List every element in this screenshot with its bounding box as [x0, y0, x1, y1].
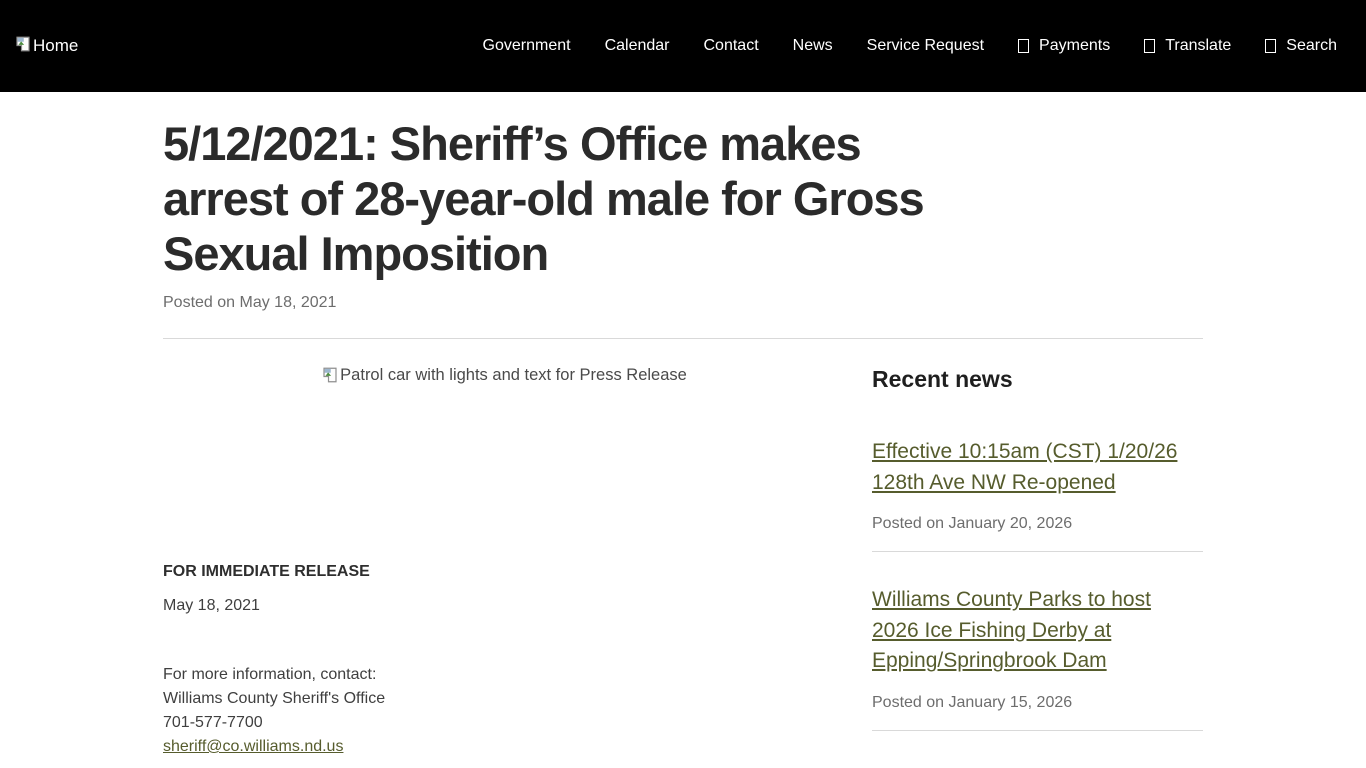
press-release-image-container: Patrol car with lights and text for Pres…: [163, 366, 845, 563]
nav-item-translate[interactable]: Translate: [1144, 37, 1231, 55]
broken-image-icon: [14, 35, 32, 58]
sidebar-divider: [872, 551, 1203, 552]
nav-item-contact[interactable]: Contact: [704, 37, 759, 55]
nav-item-news[interactable]: News: [793, 37, 833, 55]
nav-item-search[interactable]: Search: [1265, 37, 1337, 55]
nav-item-label: Translate: [1165, 37, 1232, 54]
top-nav-bar: Home Government Calendar Contact News Se…: [0, 0, 1366, 92]
news-list-item: Effective 10:15am (CST) 1/20/26 128th Av…: [872, 437, 1203, 552]
nav-item-label: Calendar: [604, 37, 670, 54]
payments-icon: [1018, 39, 1030, 53]
search-icon: [1265, 39, 1277, 53]
page-title: 5/12/2021: Sheriff’s Office makes arrest…: [163, 116, 1203, 281]
nav-item-calendar[interactable]: Calendar: [605, 37, 670, 55]
news-item-posted-date: Posted on January 20, 2026: [872, 515, 1073, 532]
news-item-link[interactable]: Effective 10:15am (CST) 1/20/26 128th Av…: [872, 440, 1178, 494]
nav-item-label: Search: [1286, 37, 1337, 54]
contact-phone: 701-577-7700: [163, 714, 263, 731]
recent-news-sidebar: Recent news Effective 10:15am (CST) 1/20…: [872, 339, 1203, 759]
contact-email-link[interactable]: sheriff@co.williams.nd.us: [163, 738, 344, 755]
release-label: FOR IMMEDIATE RELEASE: [163, 563, 370, 580]
header-divider: [163, 338, 1203, 339]
page-title-line: arrest of 28-year-old male for Gross: [163, 172, 925, 225]
contact-info: For more information, contact: Williams …: [163, 663, 845, 759]
translate-icon: [1144, 39, 1156, 53]
sidebar-heading: Recent news: [872, 366, 1013, 392]
page-title-line: Sexual Imposition: [163, 227, 549, 280]
nav-item-label: Payments: [1039, 37, 1111, 54]
broken-image-icon: [321, 366, 340, 389]
news-item-posted-date: Posted on January 15, 2026: [872, 693, 1073, 711]
image-alt-text: Patrol car with lights and text for Pres…: [340, 366, 687, 384]
nav-item-service-request[interactable]: Service Request: [867, 37, 984, 55]
nav-item-label: News: [792, 37, 833, 54]
news-item-link[interactable]: Williams County Parks to host 2026 Ice F…: [872, 588, 1151, 672]
article-posted-date: Posted on May 18, 2021: [163, 294, 337, 311]
nav-item-payments[interactable]: Payments: [1018, 37, 1110, 55]
home-link-label: Home: [33, 36, 79, 55]
release-date: May 18, 2021: [163, 597, 260, 614]
contact-org: Williams County Sheriff's Office: [163, 690, 386, 707]
news-list-item: Williams County Parks to host 2026 Ice F…: [872, 585, 1203, 731]
contact-intro: For more information, contact:: [163, 666, 377, 683]
page-title-line: 5/12/2021: Sheriff’s Office makes: [163, 117, 862, 170]
nav-item-label: Contact: [703, 37, 759, 54]
nav-item-government[interactable]: Government: [483, 37, 571, 55]
nav-item-label: Government: [482, 37, 571, 54]
sidebar-divider: [872, 729, 1203, 731]
article-body: Patrol car with lights and text for Pres…: [163, 339, 845, 759]
main-menu: Government Calendar Contact News Service…: [483, 37, 1337, 55]
home-logo-link[interactable]: Home: [14, 35, 78, 58]
page-content: 5/12/2021: Sheriff’s Office makes arrest…: [163, 116, 1203, 759]
nav-item-label: Service Request: [866, 37, 985, 54]
